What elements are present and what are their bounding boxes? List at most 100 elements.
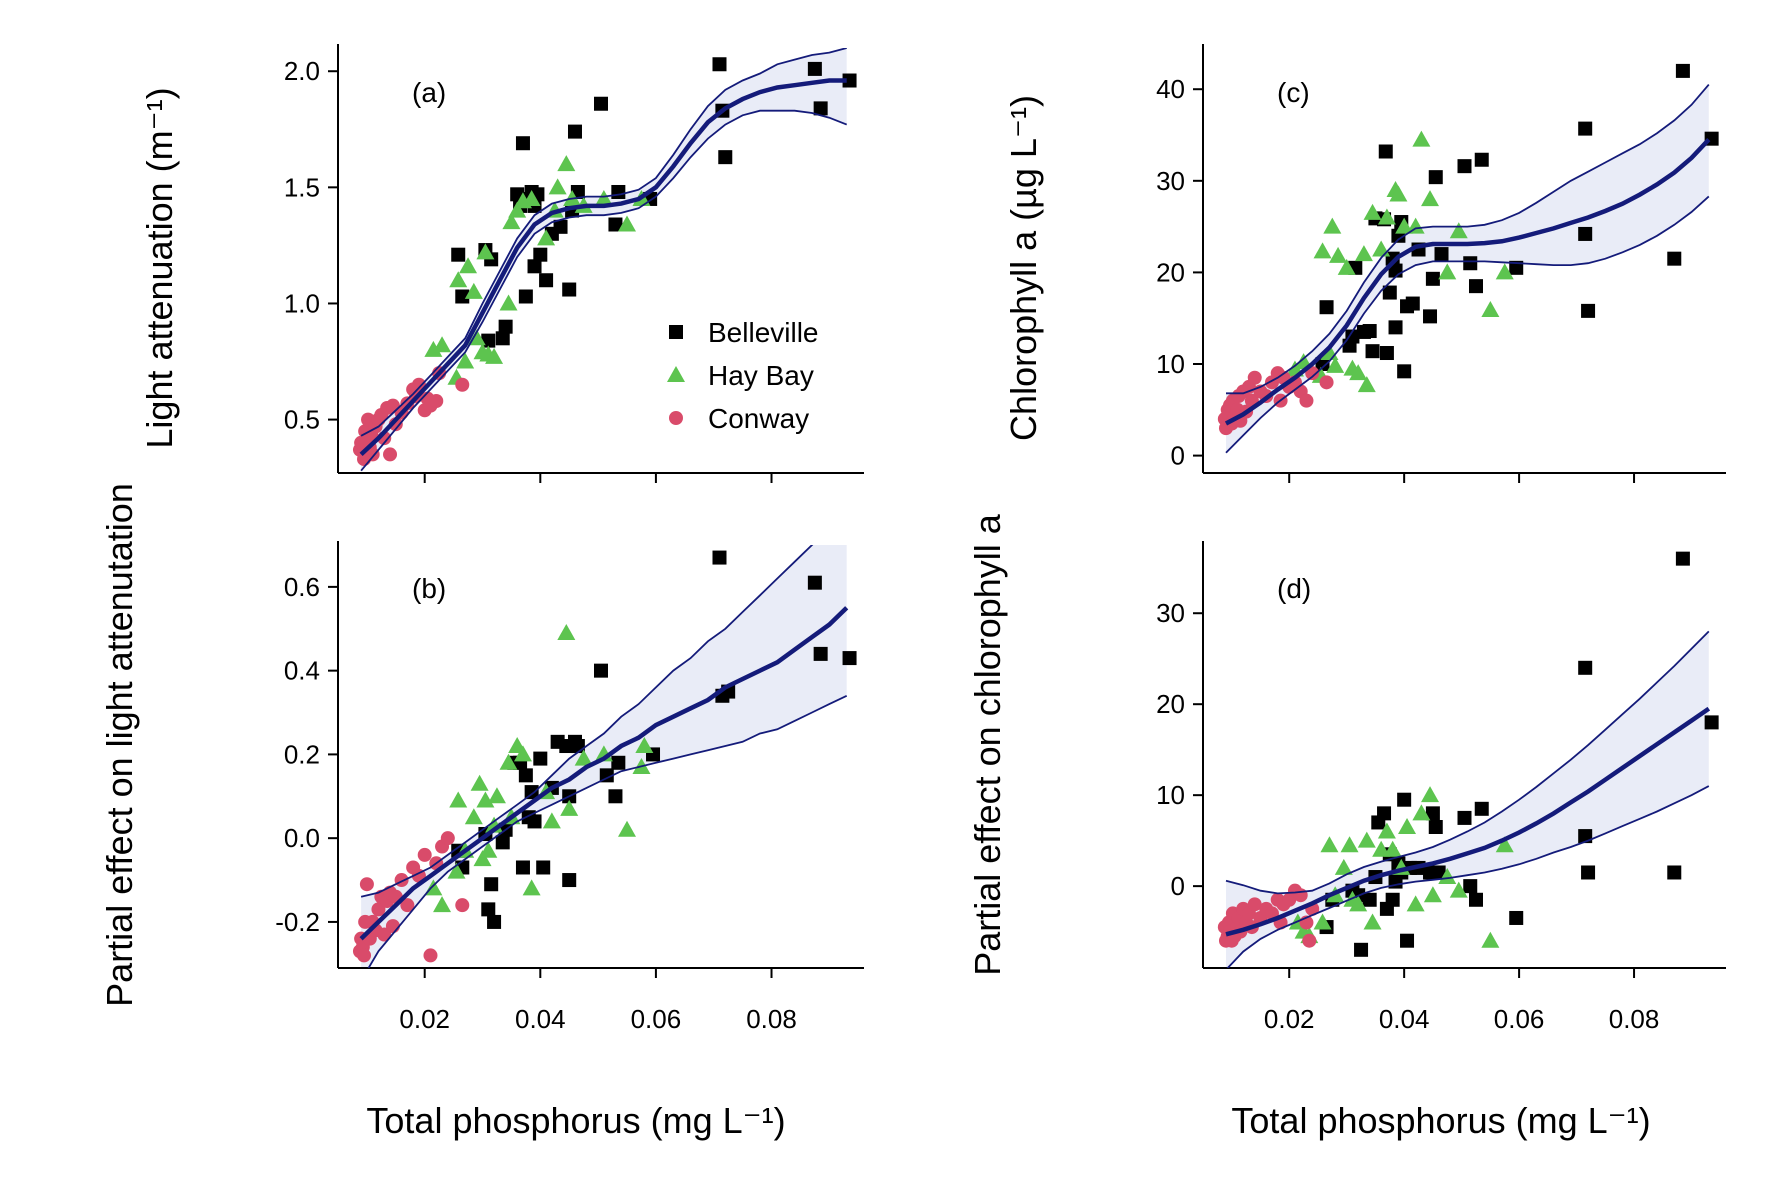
data-point	[1449, 222, 1468, 239]
data-point	[842, 73, 857, 88]
data-point	[813, 101, 828, 116]
data-point	[449, 791, 468, 808]
data-point	[1377, 208, 1396, 225]
data-point	[807, 575, 822, 590]
data-point	[718, 150, 733, 165]
data-point	[424, 340, 443, 357]
y-tick-label: 10	[1156, 349, 1185, 379]
panel-c: Chlorophyll a (µg L⁻¹) 0 10 20 30 40 (c)	[1003, 44, 1726, 483]
y-tick-label: 1.0	[284, 288, 320, 318]
data-point	[417, 847, 432, 862]
data-point	[1349, 364, 1368, 381]
data-point	[487, 787, 506, 804]
data-point	[484, 877, 499, 892]
data-point	[1581, 865, 1596, 880]
data-point	[1354, 245, 1373, 262]
data-point	[1449, 881, 1468, 898]
data-point	[498, 319, 513, 334]
data-point	[1425, 806, 1440, 821]
data-point	[455, 898, 470, 913]
y-tick-label: 20	[1156, 689, 1185, 719]
fit-line	[359, 78, 847, 457]
data-point	[527, 259, 542, 274]
data-point	[1474, 152, 1489, 167]
x-tick-label: 0.04	[515, 1004, 566, 1034]
legend-label: Conway	[708, 403, 809, 434]
data-point	[1313, 242, 1332, 259]
data-point	[440, 831, 455, 846]
series-hay-bay	[1285, 130, 1514, 393]
panel-a: Light attenuation (m⁻¹) 0.5 1.0 1.5 2.0 (a)	[139, 44, 864, 483]
y-tick-label: -0.2	[275, 907, 320, 937]
y-tick-label: 2.0	[284, 56, 320, 86]
data-point	[1329, 246, 1348, 263]
data-point	[1578, 660, 1593, 675]
y-tick-label: 10	[1156, 780, 1185, 810]
data-point	[1457, 159, 1472, 174]
data-point	[1354, 942, 1369, 957]
data-point	[807, 61, 822, 76]
data-point	[594, 96, 608, 111]
data-point	[1581, 303, 1596, 318]
data-point	[479, 841, 498, 858]
data-point	[1363, 913, 1382, 930]
data-point	[1320, 836, 1339, 853]
data-point	[1389, 185, 1408, 202]
y-tick-label: 0.0	[284, 823, 320, 853]
data-point	[1431, 865, 1446, 880]
x-tick-label: 0.08	[746, 1004, 797, 1034]
data-point	[495, 331, 510, 346]
fit-line	[1224, 138, 1711, 426]
x-tick-label: 0.06	[1494, 1004, 1545, 1034]
x-tick-label: 0.04	[1379, 1004, 1430, 1034]
data-point	[533, 751, 548, 766]
data-point	[1423, 309, 1438, 324]
data-point	[813, 646, 828, 661]
data-point	[1675, 63, 1690, 78]
data-point	[1362, 324, 1377, 339]
x-tick-label: 0.02	[1264, 1004, 1315, 1034]
ci-upper-line	[360, 48, 847, 437]
data-point	[527, 814, 542, 829]
data-point	[487, 914, 502, 929]
confidence-band	[361, 48, 847, 471]
data-point	[433, 336, 452, 353]
ci-lower-line	[360, 109, 848, 472]
data-point	[1326, 356, 1345, 373]
data-point	[456, 352, 475, 369]
data-point	[1406, 217, 1425, 234]
data-point	[502, 213, 521, 230]
data-point	[608, 789, 623, 804]
data-point	[1378, 144, 1393, 159]
data-point	[365, 447, 380, 462]
ci-upper-line	[360, 545, 814, 898]
data-point	[359, 877, 374, 892]
data-point	[470, 774, 489, 791]
data-point	[385, 919, 400, 934]
data-point	[1481, 300, 1500, 317]
data-point	[433, 896, 452, 913]
y-tick-label: 40	[1156, 74, 1185, 104]
data-point	[1397, 364, 1412, 379]
data-point	[383, 447, 398, 462]
data-point	[1412, 130, 1431, 147]
panel-tag: (a)	[412, 77, 446, 108]
data-point	[476, 243, 495, 260]
data-point	[1337, 258, 1356, 275]
data-point	[1385, 892, 1400, 907]
xlabel-d: Total phosphorus (mg L⁻¹)	[1231, 1100, 1650, 1141]
fit-line	[1225, 706, 1711, 937]
data-point	[1313, 913, 1332, 930]
ci-upper-line	[1225, 630, 1710, 895]
panel-tag: (b)	[412, 573, 446, 604]
data-point	[476, 791, 495, 808]
data-point	[1509, 260, 1524, 275]
data-point	[518, 768, 533, 783]
data-point	[712, 57, 727, 72]
fit-line	[359, 606, 849, 941]
panel-tag: (c)	[1277, 77, 1310, 108]
data-point	[1372, 840, 1391, 857]
data-point	[449, 271, 468, 288]
data-point	[1319, 300, 1334, 315]
data-point	[464, 808, 483, 825]
